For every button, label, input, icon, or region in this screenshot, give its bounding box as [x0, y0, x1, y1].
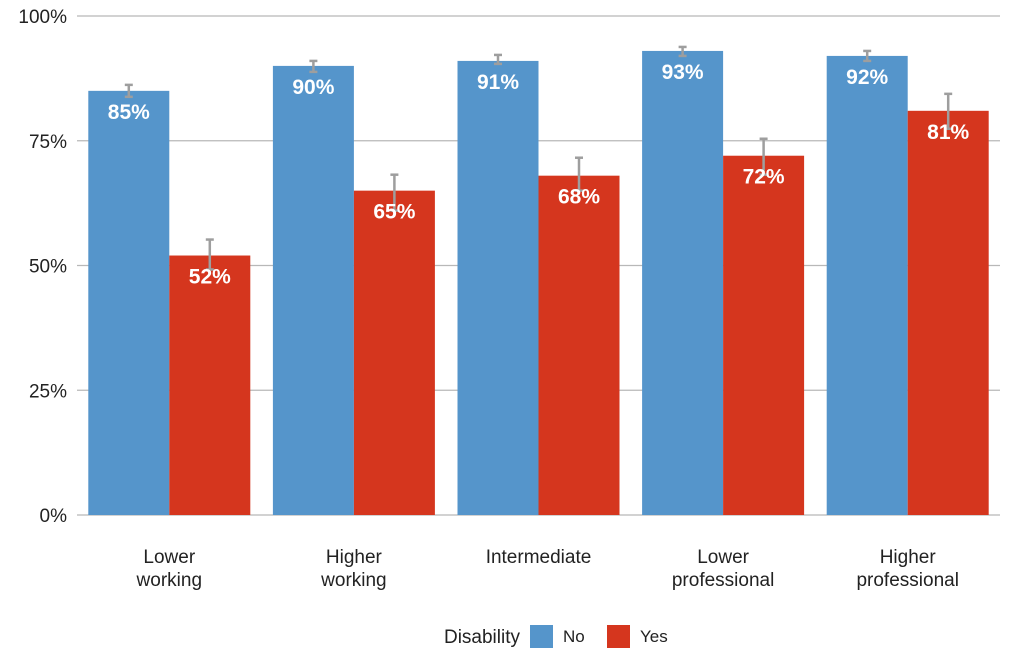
bar-value-labels: 85% 52% 90% 65% 91% 68% 93% 72% 92% 81%: [108, 61, 970, 289]
y-tick-label: 50%: [29, 257, 67, 278]
bar-value-label: 65%: [373, 201, 415, 224]
bar: [353, 190, 435, 515]
bar: [907, 110, 989, 515]
bar-value-label: 92%: [846, 66, 888, 89]
bar: [457, 60, 539, 515]
bar-value-label: 90%: [292, 76, 334, 99]
bar: [723, 155, 805, 515]
bar-value-label: 93%: [662, 61, 704, 84]
x-category-label: Lower: [143, 547, 195, 568]
bar-value-label: 52%: [189, 266, 231, 289]
x-category-label: Higher: [880, 547, 937, 568]
x-category-label: professional: [672, 570, 774, 591]
x-category-label: professional: [856, 570, 958, 591]
legend-swatch: [607, 625, 630, 648]
legend-swatch: [530, 625, 553, 648]
bar-value-label: 68%: [558, 186, 600, 209]
x-category-label: Intermediate: [486, 547, 592, 568]
bar: [826, 55, 908, 516]
bar-value-label: 81%: [927, 121, 969, 144]
legend-title: Disability: [444, 627, 521, 648]
x-category-label: working: [136, 570, 202, 591]
error-bars: [124, 45, 953, 271]
y-tick-label: 100%: [18, 7, 67, 28]
bar-value-label: 72%: [743, 166, 785, 189]
bar-value-label: 85%: [108, 101, 150, 124]
y-axis-ticks: 0% 25% 50% 75% 100%: [18, 7, 67, 527]
x-category-label: working: [320, 570, 386, 591]
legend: Disability No Yes: [444, 625, 668, 648]
bar: [538, 175, 620, 515]
x-category-label: Lower: [697, 547, 749, 568]
bar: [88, 90, 170, 515]
y-tick-label: 25%: [29, 381, 67, 402]
x-category-label: Higher: [326, 547, 383, 568]
y-tick-label: 0%: [40, 506, 68, 527]
y-tick-label: 75%: [29, 132, 67, 153]
bars: [88, 50, 989, 516]
bar: [169, 255, 251, 515]
bar: [642, 50, 724, 516]
legend-item-label: No: [563, 627, 585, 646]
legend-item-label: Yes: [640, 627, 668, 646]
bar: [272, 65, 354, 516]
bar-value-label: 91%: [477, 71, 519, 94]
